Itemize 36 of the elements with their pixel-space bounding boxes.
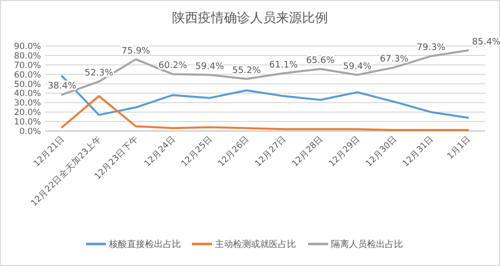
- data-label: 61.1%: [269, 60, 298, 70]
- y-tick-label: 0.0%: [19, 127, 41, 137]
- data-label: 75.9%: [122, 46, 151, 56]
- y-tick-label: 90.0%: [14, 42, 41, 52]
- y-tick-label: 30.0%: [14, 98, 41, 109]
- data-label: 65.6%: [306, 56, 336, 66]
- x-tick-label: 12月21日: [32, 134, 68, 170]
- y-tick-label: 50.0%: [14, 80, 41, 90]
- data-label: 55.2%: [232, 66, 262, 76]
- line-series: [61, 95, 469, 132]
- x-tick-label: 12月27日: [253, 134, 289, 170]
- x-tick-label: 12月24日: [142, 134, 178, 170]
- legend-label: 核酸直接检出占比: [108, 239, 181, 250]
- data-label: 67.3%: [380, 54, 409, 64]
- legend-label: 隔离人员检出占比: [331, 239, 403, 250]
- data-label: 79.3%: [416, 43, 446, 54]
- data-label: 52.3%: [84, 68, 114, 79]
- y-tick-label: 80.0%: [14, 51, 41, 62]
- legend-label: 主动检测或就医占比: [215, 239, 296, 250]
- x-tick-label: 1月1日: [446, 134, 474, 162]
- y-tick-label: 70.0%: [14, 60, 41, 71]
- x-tick-label: 12月25日: [180, 134, 215, 170]
- data-label: 85.4%: [472, 37, 500, 48]
- y-tick-label: 40.0%: [14, 89, 41, 100]
- x-tick-label: 12月26日: [216, 134, 252, 170]
- data-label: 59.4%: [342, 62, 372, 72]
- x-tick-label: 12月28日: [290, 134, 326, 170]
- data-label: 59.4%: [195, 62, 224, 72]
- x-tick-label: 12月31日: [401, 134, 436, 170]
- x-tick-label: 12月29日: [327, 134, 362, 170]
- chart-title: 陕西疫情确诊人员来源比例: [172, 11, 328, 26]
- x-tick-label: 12月30日: [364, 134, 400, 170]
- y-tick-label: 20.0%: [14, 108, 41, 118]
- y-tick-label: 10.0%: [14, 118, 41, 128]
- y-tick-label: 60.0%: [14, 70, 41, 80]
- data-label: 60.2%: [158, 61, 188, 72]
